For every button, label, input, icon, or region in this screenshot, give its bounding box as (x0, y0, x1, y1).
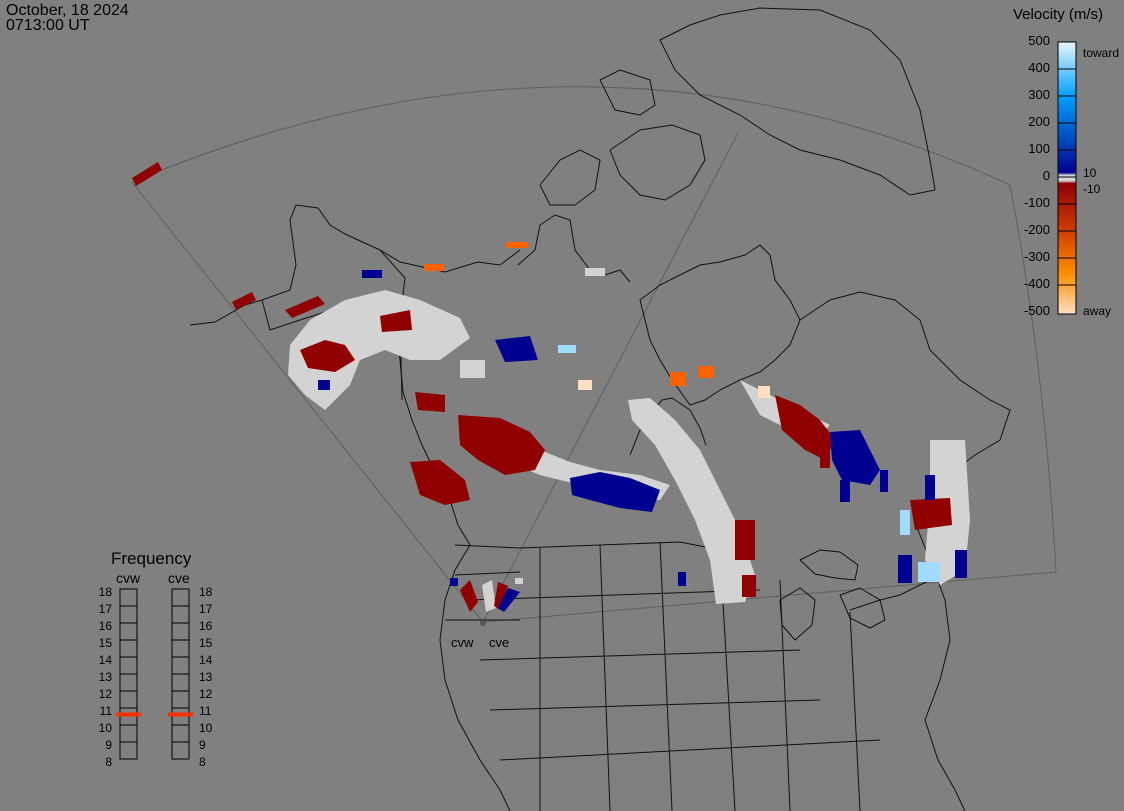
frequency-bar-cvw (119, 588, 138, 760)
frequency-level-label-left: 8 (105, 755, 112, 769)
velocity-tick-label: 200 (1028, 114, 1050, 129)
velocity-tick-label: 400 (1028, 60, 1050, 75)
velocity-inner-tick-label: -10 (1083, 182, 1101, 196)
frequency-level-label-left: 9 (105, 738, 112, 752)
fast-away-echoes (424, 242, 714, 386)
velocity-inner-tick-label: 10 (1083, 166, 1097, 180)
velocity-tick-label: 300 (1028, 87, 1050, 102)
frequency-bar-cve (171, 588, 190, 760)
frequency-radar-label-cve: cve (168, 570, 190, 586)
frequency-level-label-left: 16 (98, 619, 112, 633)
frequency-level-label-right: 17 (199, 602, 213, 616)
frequency-level-label-right: 9 (199, 738, 206, 752)
frequency-title: Frequency (111, 549, 192, 568)
frequency-radar-label-cvw: cvw (116, 570, 141, 586)
fast-toward-echoes (558, 345, 940, 582)
toward-echoes (318, 270, 967, 586)
near-range-echoes (450, 578, 523, 612)
frequency-level-label-left: 10 (98, 721, 112, 735)
frequency-level-label-right: 11 (199, 704, 212, 718)
frequency-level-label-right: 14 (199, 653, 213, 667)
frequency-level-label-right: 15 (199, 636, 213, 650)
velocity-color-bar-ticks (1058, 68, 1076, 286)
frequency-marker-cve (168, 712, 193, 717)
away-echoes (132, 162, 952, 597)
velocity-tick-label: 0 (1042, 168, 1050, 183)
frequency-level-label-right: 8 (199, 755, 206, 769)
velocity-color-bar (1057, 41, 1077, 315)
frequency-level-label-left: 14 (98, 653, 112, 667)
frequency-level-label-left: 15 (98, 636, 112, 650)
plot-date: October, 18 2024 (6, 2, 129, 19)
frequency-level-label-right: 18 (199, 585, 213, 599)
ground-scatter (288, 268, 970, 604)
velocity-tick-label: -400 (1023, 276, 1050, 291)
radar-site-label-cve: cve (489, 635, 510, 650)
frequency-level-label-right: 10 (199, 721, 213, 735)
frequency-level-label-right: 13 (199, 670, 213, 684)
velocity-tick-label: -500 (1023, 303, 1050, 318)
plot-time: 0713:00 UT (6, 17, 90, 34)
frequency-level-label-right: 16 (199, 619, 213, 633)
frequency-level-label-left: 11 (99, 704, 112, 718)
radar-echoes (132, 162, 970, 612)
velocity-tick-label: -100 (1023, 195, 1050, 210)
velocity-toward-label: toward (1083, 46, 1120, 60)
radar-site-label-cvw: cvw (451, 635, 474, 650)
frequency-level-label-left: 12 (98, 687, 112, 701)
velocity-tick-label: 500 (1028, 33, 1050, 48)
velocity-tick-label: -300 (1023, 249, 1050, 264)
frequency-level-label-left: 17 (98, 602, 112, 616)
velocity-away-label: away (1083, 304, 1112, 318)
radar-site-marker (480, 620, 486, 626)
frequency-marker-cvw (116, 712, 141, 717)
fastest-away-echoes (578, 380, 770, 398)
velocity-scale-title: Velocity (m/s) (1013, 6, 1104, 23)
velocity-tick-label: -200 (1023, 222, 1050, 237)
frequency-level-label-left: 13 (98, 670, 112, 684)
velocity-tick-label: 100 (1028, 141, 1050, 156)
frequency-level-label-right: 12 (199, 687, 213, 701)
frequency-level-label-left: 18 (98, 585, 112, 599)
field-of-view-outline (131, 86, 1057, 623)
